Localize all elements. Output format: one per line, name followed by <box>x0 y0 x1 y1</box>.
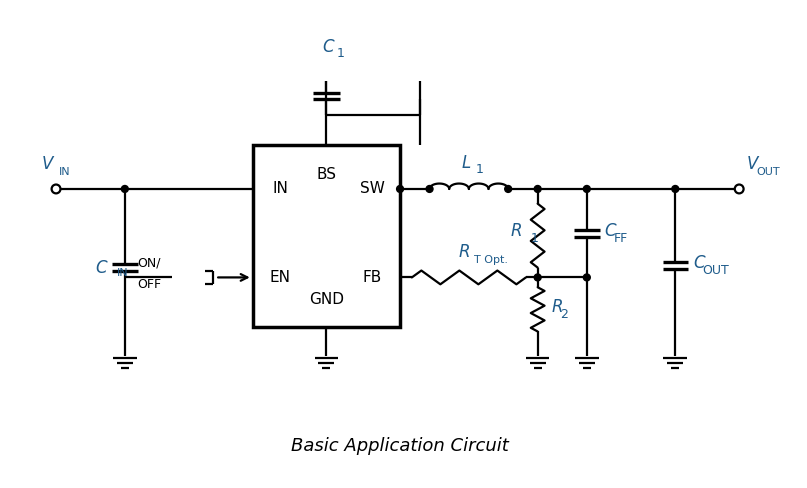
Text: OUT: OUT <box>702 264 729 277</box>
Bar <box>253 145 400 326</box>
Text: 1: 1 <box>476 163 483 176</box>
Text: EN: EN <box>270 270 291 285</box>
Text: R: R <box>458 243 470 261</box>
Text: SW: SW <box>360 182 385 197</box>
Text: OFF: OFF <box>137 278 161 291</box>
Circle shape <box>583 185 590 192</box>
Text: Basic Application Circuit: Basic Application Circuit <box>291 437 509 455</box>
Text: IN: IN <box>272 182 288 197</box>
Circle shape <box>534 185 541 192</box>
Text: L: L <box>462 154 470 172</box>
Circle shape <box>426 185 433 192</box>
Text: 1: 1 <box>531 232 538 244</box>
Text: V: V <box>747 155 759 173</box>
Text: OUT: OUT <box>757 167 780 177</box>
Text: FB: FB <box>363 270 383 285</box>
Text: BS: BS <box>316 167 337 182</box>
Text: FF: FF <box>613 232 628 244</box>
Circle shape <box>583 274 590 281</box>
Text: V: V <box>42 155 53 173</box>
Text: IN: IN <box>117 268 128 279</box>
Text: ON/: ON/ <box>138 257 161 269</box>
Circle shape <box>121 185 128 192</box>
Text: C: C <box>323 38 334 56</box>
Text: IN: IN <box>59 167 70 177</box>
Text: T Opt.: T Opt. <box>474 255 508 264</box>
Text: 2: 2 <box>560 308 568 321</box>
Text: C: C <box>95 259 107 277</box>
Text: R: R <box>551 298 563 316</box>
Text: 1: 1 <box>337 47 345 60</box>
Circle shape <box>672 185 679 192</box>
Text: R: R <box>511 222 522 240</box>
Text: C: C <box>693 254 705 272</box>
Circle shape <box>504 185 512 192</box>
Circle shape <box>396 185 404 192</box>
Text: GND: GND <box>309 291 344 306</box>
Text: C: C <box>604 222 616 240</box>
Circle shape <box>534 274 541 281</box>
